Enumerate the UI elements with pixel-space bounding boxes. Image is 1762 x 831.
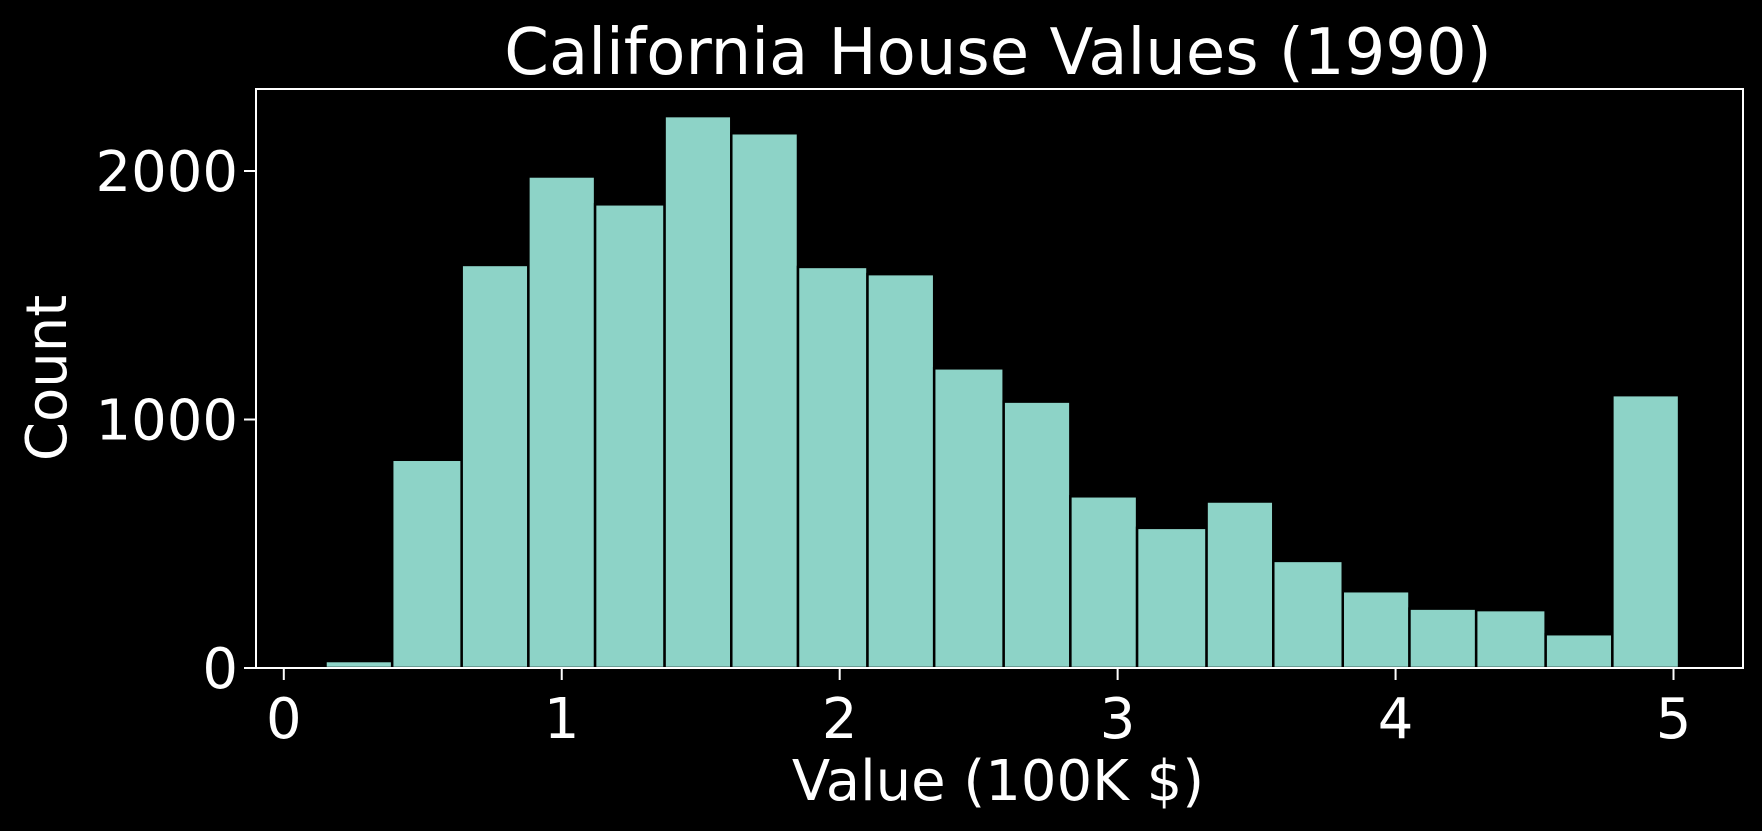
histogram-bar — [460, 263, 530, 670]
x-tick-label: 3 — [1100, 687, 1136, 752]
y-tick-label: 2000 — [95, 140, 238, 205]
histogram-bar — [932, 367, 1005, 670]
histogram-bar — [527, 175, 597, 670]
x-axis-ticks: 0 1 2 3 4 5 — [266, 668, 1691, 752]
chart-title: California House Values (1990) — [504, 16, 1491, 90]
x-tick-label: 0 — [266, 687, 302, 752]
y-axis-ticks: 0 1000 2000 — [95, 140, 256, 702]
histogram-bar — [796, 265, 869, 670]
x-axis-label: Value (100K $) — [792, 749, 1204, 814]
histogram-bar — [324, 659, 394, 670]
y-tick-label: 0 — [202, 637, 238, 702]
y-axis-label: Count — [15, 295, 80, 461]
y-tick-label: 1000 — [95, 389, 238, 454]
histogram-bar — [663, 114, 733, 670]
histogram-bar — [1272, 559, 1345, 670]
histogram-bar — [593, 203, 666, 670]
histogram-bar — [1544, 632, 1614, 670]
histogram-bar — [1408, 607, 1478, 670]
x-tick-label: 2 — [822, 687, 858, 752]
histogram-bar — [1341, 589, 1411, 670]
histogram-bar — [1205, 500, 1275, 670]
histogram-bar — [1135, 526, 1208, 670]
bars-layer — [324, 114, 1681, 670]
histogram-bar — [1611, 393, 1681, 670]
histogram-bar — [1002, 400, 1072, 670]
axes-frame — [255, 88, 1744, 669]
x-tick-label: 5 — [1656, 687, 1692, 752]
x-tick-label: 4 — [1378, 687, 1414, 752]
histogram-bar — [730, 131, 800, 670]
histogram-bar — [866, 272, 936, 670]
histogram-bar — [1069, 495, 1139, 670]
x-tick-label: 1 — [544, 687, 580, 752]
histogram-bar — [1474, 608, 1547, 670]
histogram-bar — [390, 458, 463, 670]
